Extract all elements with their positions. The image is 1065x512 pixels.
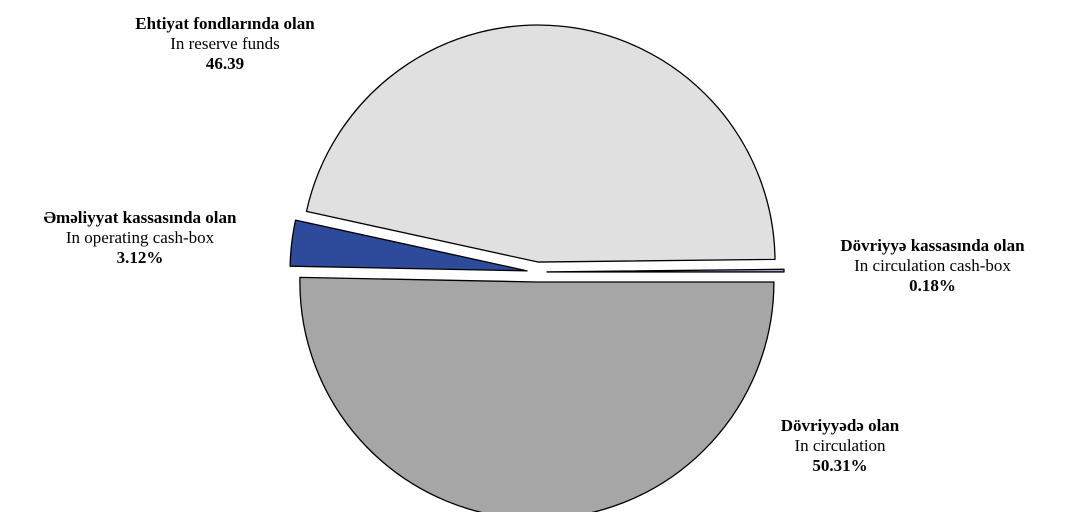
- label-en: In operating cash-box: [65, 228, 215, 247]
- value-label: 46.39: [205, 54, 245, 73]
- label-en: In circulation: [794, 436, 886, 455]
- value-label: 0.18%: [909, 276, 956, 295]
- slice-operating-cash-box: [289, 219, 528, 272]
- slice-circulation-cash-box: [546, 268, 785, 273]
- label-reserve-funds: Ehtiyat fondlarında olan In reserve fund…: [105, 14, 345, 74]
- label-az: Dövriyyə kassasında olan: [840, 236, 1025, 255]
- label-az: Ehtiyat fondlarında olan: [135, 14, 315, 33]
- slice-in-circulation: [299, 276, 775, 512]
- label-en: In reserve funds: [170, 34, 280, 53]
- label-in-circulation: Dövriyyədə olan In circulation 50.31%: [745, 416, 935, 476]
- label-operating-cash-box: Əməliyyat kassasında olan In operating c…: [0, 208, 280, 268]
- label-az: Əməliyyat kassasında olan: [43, 208, 237, 227]
- label-en: In circulation cash-box: [854, 256, 1011, 275]
- value-label: 3.12%: [116, 248, 164, 267]
- value-label: 50.31%: [812, 456, 868, 475]
- label-circulation-cash-box: Dövriyyə kassasında olan In circulation …: [800, 236, 1065, 296]
- slice-reserve-funds: [305, 24, 776, 263]
- label-az: Dövriyyədə olan: [780, 416, 900, 435]
